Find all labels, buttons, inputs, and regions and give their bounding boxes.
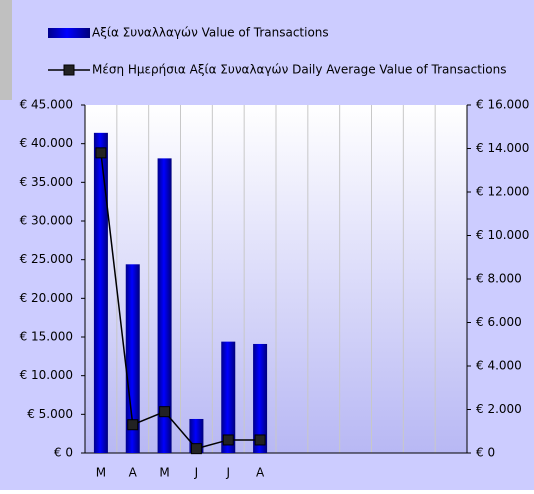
legend-label: Μέση Ημερήσια Αξία Συναλαγών Daily Avera…: [92, 63, 506, 77]
x-tick-label: M: [159, 466, 169, 480]
marker: [254, 434, 266, 446]
y-tick-label: € 15.000: [20, 330, 73, 344]
y2-tick-label: € 10.000: [476, 228, 529, 242]
marker: [159, 406, 171, 418]
marker: [222, 434, 234, 446]
y-tick-label: € 45.000: [20, 98, 73, 112]
marker: [190, 443, 202, 455]
y2-tick-label: € 14.000: [476, 141, 529, 155]
legend-swatch: [48, 28, 90, 38]
x-tick-label: J: [194, 466, 199, 480]
x-tick-label: A: [256, 466, 265, 480]
x-tick-label: M: [96, 466, 106, 480]
bar: [125, 264, 140, 453]
y2-tick-label: € 12.000: [476, 185, 529, 199]
y2-tick-label: € 4.000: [476, 359, 522, 373]
x-tick-label: J: [225, 466, 230, 480]
y-tick-label: € 0: [54, 446, 73, 460]
bar: [253, 343, 268, 453]
y2-tick-label: € 8.000: [476, 272, 522, 286]
y2-tick-label: € 16.000: [476, 98, 529, 112]
bar: [157, 158, 172, 454]
y2-tick-label: € 0: [476, 446, 495, 460]
marker: [95, 147, 107, 159]
y-tick-label: € 30.000: [20, 214, 73, 228]
y-tick-label: € 20.000: [20, 291, 73, 305]
y2-tick-label: € 2.000: [476, 402, 522, 416]
marker: [127, 419, 139, 431]
y-tick-label: € 40.000: [20, 136, 73, 150]
y-tick-label: € 25.000: [20, 252, 73, 266]
y-tick-label: € 5.000: [27, 407, 73, 421]
bar: [221, 341, 236, 453]
legend-marker: [63, 64, 75, 76]
legend-label: Αξία Συναλλαγών Value of Transactions: [92, 26, 329, 40]
y2-tick-label: € 6.000: [476, 315, 522, 329]
x-tick-label: A: [129, 466, 138, 480]
corner: [0, 0, 12, 100]
y-tick-label: € 10.000: [20, 368, 73, 382]
y-tick-label: € 35.000: [20, 175, 73, 189]
bar: [93, 132, 108, 453]
